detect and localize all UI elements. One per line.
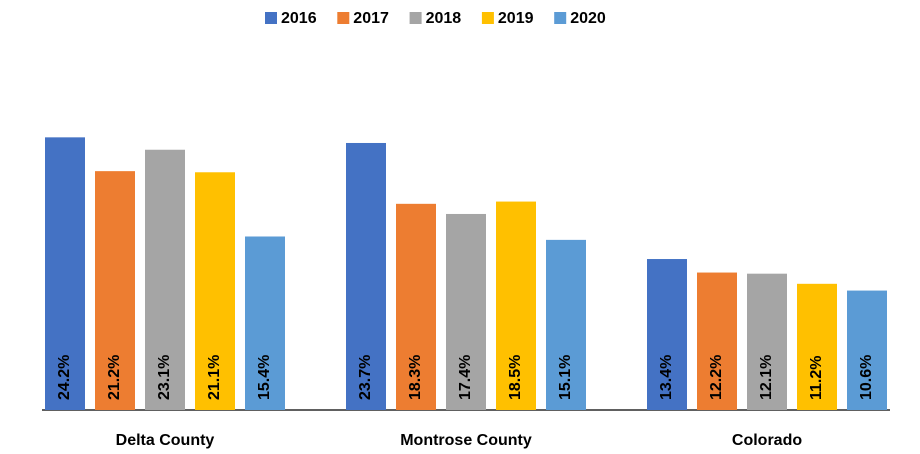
bar <box>346 142 386 411</box>
x-tick-label: Montrose County <box>400 432 532 449</box>
bar <box>45 137 85 410</box>
data-label: 15.4% <box>256 355 273 400</box>
legend-swatch <box>481 12 494 24</box>
bar <box>797 283 837 410</box>
legend-swatch <box>554 12 567 24</box>
bar <box>145 149 185 411</box>
bar <box>847 290 887 410</box>
data-label: 23.1% <box>156 355 173 400</box>
legend-swatch <box>265 12 277 24</box>
bar <box>697 272 737 410</box>
legend-label: 2017 <box>353 10 389 27</box>
data-label: 17.4% <box>457 355 474 400</box>
data-label: 10.6% <box>858 355 875 400</box>
data-label: 12.1% <box>758 355 775 400</box>
bar <box>245 236 285 410</box>
data-label: 18.5% <box>507 355 524 400</box>
data-label: 23.7% <box>357 355 374 400</box>
data-label: 24.2% <box>56 355 73 400</box>
data-label: 15.1% <box>557 355 574 400</box>
data-label: 11.2% <box>808 356 825 400</box>
bar <box>446 213 486 410</box>
x-tick-label: Delta County <box>116 432 215 449</box>
bar <box>496 201 536 410</box>
data-label: 21.2% <box>106 355 123 400</box>
data-label: 18.3% <box>407 355 424 400</box>
legend-label: 2019 <box>498 10 534 27</box>
legend-label: 2018 <box>426 10 462 27</box>
data-label: 12.2% <box>708 355 725 400</box>
bar <box>396 203 436 410</box>
legend-label: 2020 <box>570 10 606 27</box>
data-label: 13.4% <box>658 355 675 400</box>
bar <box>647 259 687 410</box>
x-tick-label: Colorado <box>732 432 802 449</box>
data-label: 21.1% <box>206 355 223 400</box>
bar <box>546 239 586 410</box>
bar <box>95 171 135 410</box>
bar <box>195 172 235 410</box>
legend-label: 2016 <box>281 10 317 27</box>
bar <box>747 273 787 410</box>
legend-swatch <box>337 12 350 24</box>
legend-swatch <box>409 12 422 24</box>
